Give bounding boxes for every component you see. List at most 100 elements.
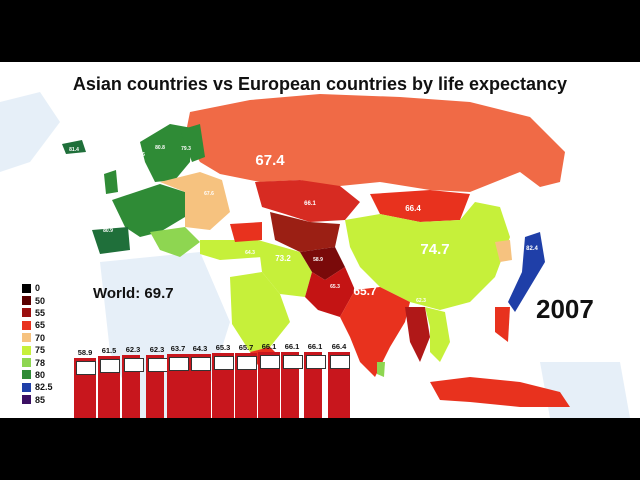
spain-region (92, 227, 130, 254)
indonesia-region (430, 377, 570, 407)
label-kazakhstan: 66.1 (304, 201, 316, 207)
bar (189, 353, 211, 418)
label-saudi: 73.2 (275, 254, 291, 263)
india-region (340, 287, 410, 377)
label-mongolia: 66.4 (405, 204, 421, 213)
cambodia-flag (214, 355, 234, 370)
syria-flag (306, 355, 326, 370)
bar (328, 352, 350, 418)
bar-value-label: 66.1 (261, 342, 277, 352)
kazakhstan-flag (260, 355, 280, 370)
bar-value-label: 65.3 (215, 342, 231, 352)
bar (146, 355, 168, 418)
russia-region (185, 94, 565, 192)
legend-swatch (22, 296, 31, 306)
bar-value-label: 65.7 (238, 342, 254, 352)
legend-item: 82.5 (22, 381, 53, 393)
bangladesh-flag (330, 355, 350, 369)
legend-item: 55 (22, 307, 53, 319)
label-iceland: 81.4 (69, 147, 79, 153)
legend-item: 85 (22, 394, 53, 406)
bar (304, 352, 326, 418)
indochina-region (425, 307, 450, 362)
bar-value-label: 66.4 (331, 342, 347, 351)
legend-item: 78 (22, 356, 53, 368)
philippines-region (495, 307, 510, 342)
label-sweden: 80.8 (155, 145, 165, 151)
pakistan-region (305, 267, 355, 317)
western-europe-region (112, 184, 185, 237)
turkey-region (200, 240, 262, 260)
timor-leste-flag (124, 358, 144, 373)
bar (212, 352, 234, 418)
italy-balkans-region (150, 227, 200, 257)
iceland-region (62, 140, 86, 154)
bar-value-label: 64.3 (192, 343, 208, 353)
afghanistan-flag (76, 361, 96, 375)
label-china: 74.7 (420, 241, 449, 258)
legend-item: 0 (22, 282, 53, 294)
finland-region (180, 124, 205, 162)
afghanistan-region (300, 247, 345, 280)
pakistan-flag (169, 357, 189, 372)
year-label: 2007 (536, 294, 594, 324)
color-legend: 0 50 55 65 70 75 78 80 82.5 85 (22, 282, 53, 406)
label-japan: 82.4 (526, 246, 538, 252)
bar (122, 355, 144, 418)
central-asia-region (270, 212, 340, 252)
korea-region (495, 240, 512, 262)
sri-lanka-region (377, 362, 385, 377)
legend-label: 65 (35, 320, 46, 331)
label-spain: 80.9 (103, 228, 113, 234)
legend-swatch (22, 308, 31, 318)
label-russia: 67.4 (255, 152, 285, 169)
legend-label: 85 (35, 394, 46, 405)
yemen-flag (191, 356, 211, 371)
saudi-region (230, 272, 290, 352)
legend-swatch (22, 395, 31, 405)
world-average-label: World: 69.7 (93, 285, 174, 302)
legend-label: 55 (35, 307, 46, 318)
bar-value-label: 61.5 (101, 345, 117, 355)
bar (235, 352, 257, 418)
bar (74, 358, 96, 418)
legend-item: 80 (22, 369, 53, 381)
bar (281, 352, 303, 418)
legend-swatch (22, 382, 31, 392)
legend-label: 82.5 (35, 382, 53, 393)
bar-chart: 58.9 61.5 62.3 62.3 63.7 64.3 65.3 65.7 66.1 66.1… (68, 340, 358, 418)
legend-item: 70 (22, 332, 53, 344)
legend-label: 78 (35, 357, 46, 368)
map-frame: 67.4 74.7 65.7 66.4 66.1 73.2 65.3 58.9 … (0, 62, 640, 418)
label-norway: 80.6 (135, 152, 145, 158)
mongolia-region (370, 190, 470, 222)
legend-swatch (22, 358, 31, 368)
myanmar-region (405, 307, 430, 362)
legend-swatch (22, 283, 31, 293)
bar-value-label: 66.1 (307, 342, 323, 352)
legend-item: 50 (22, 294, 53, 306)
legend-label: 0 (35, 283, 41, 294)
legend-label: 75 (35, 345, 46, 356)
laos-flag (100, 358, 120, 373)
myanmar-flag (148, 358, 168, 373)
legend-swatch (22, 345, 31, 355)
india-flag (237, 355, 257, 370)
bar-value-label: 63.7 (170, 344, 186, 354)
chart-title: Asian countries vs European countries by… (72, 74, 568, 94)
bar-value-label: 62.3 (125, 345, 141, 355)
uk-region (104, 170, 118, 194)
americas-background (0, 92, 60, 172)
label-india: 65.7 (353, 284, 377, 298)
bar-value-label: 66.1 (284, 342, 300, 352)
legend-label: 50 (35, 295, 46, 306)
label-myanmar: 62.3 (416, 298, 426, 304)
legend-label: 80 (35, 369, 46, 380)
iraq-flag (283, 355, 303, 370)
label-ukraine: 67.6 (204, 191, 214, 197)
bar-value-label: 62.3 (149, 345, 165, 355)
kazakhstan-region (255, 180, 360, 222)
iran-region (258, 240, 312, 297)
bar (167, 354, 189, 418)
caucasus-region (230, 222, 262, 242)
